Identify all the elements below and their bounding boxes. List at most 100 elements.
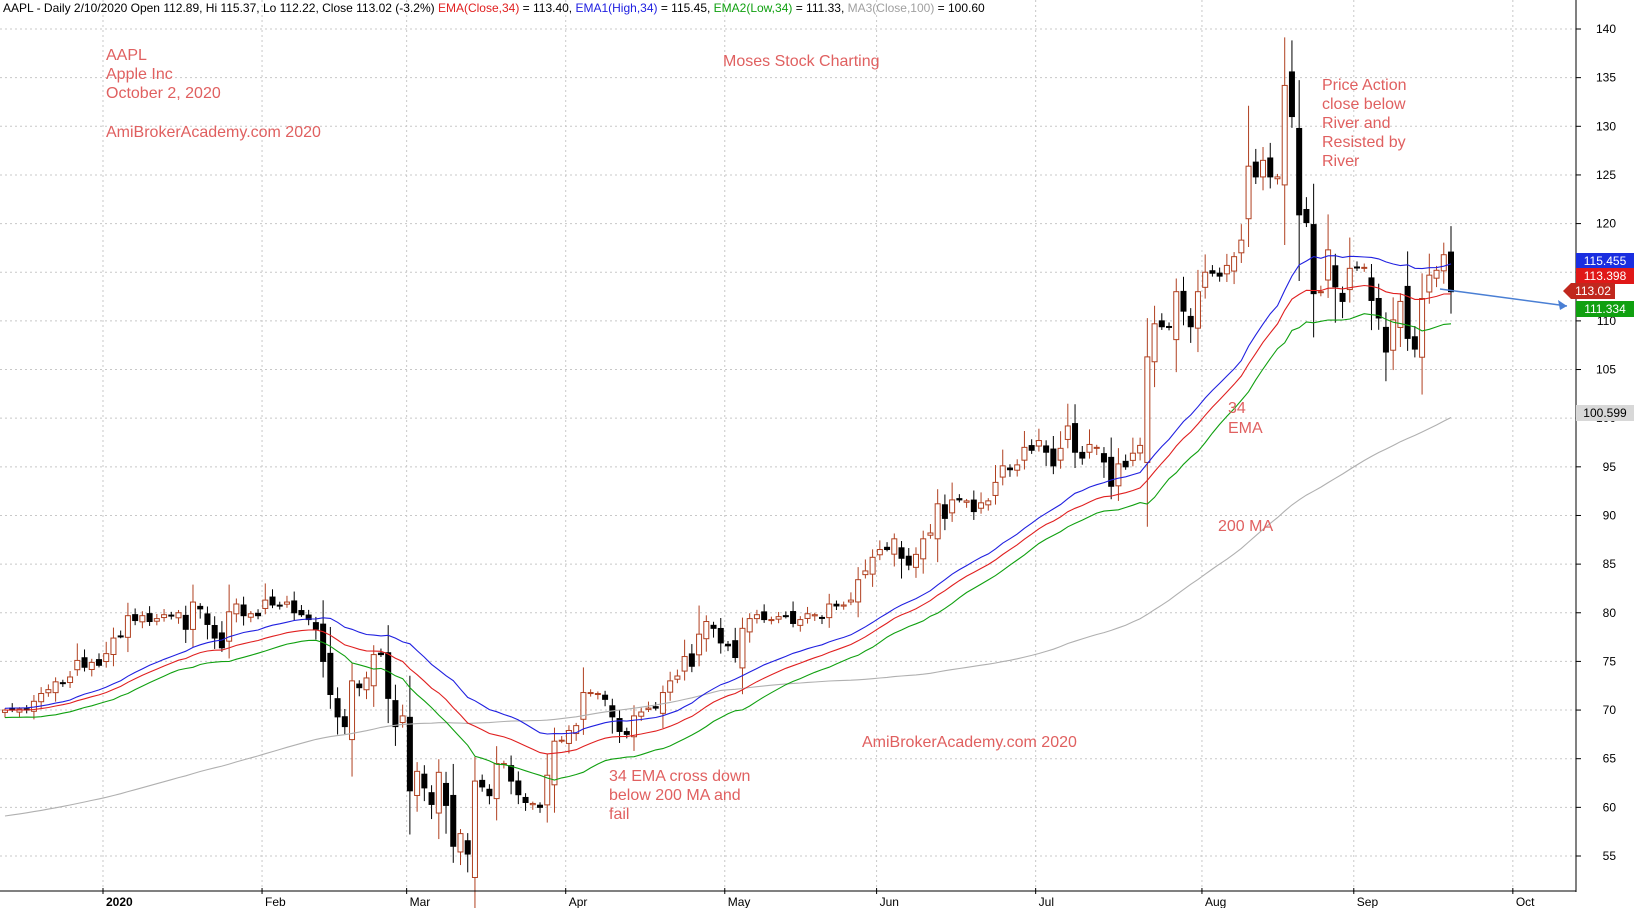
- y-tick-label: 90: [1603, 508, 1617, 522]
- candle-body: [645, 707, 652, 710]
- value-tag-text: 113.398: [1584, 269, 1627, 283]
- cross-note-line-3: fail: [609, 806, 629, 823]
- candle-body: [435, 771, 442, 814]
- candle-body: [992, 481, 999, 496]
- value-tag-bg: [1576, 405, 1634, 421]
- value-tag: 111.334: [1576, 301, 1634, 317]
- candle-body: [869, 556, 876, 575]
- candle-body: [298, 610, 305, 616]
- candle-body: [81, 657, 88, 668]
- candle-body: [255, 612, 262, 617]
- candle-body: [558, 739, 565, 742]
- value-tag-text: 111.334: [1584, 302, 1626, 316]
- candle-body: [1064, 425, 1071, 440]
- company-label: Apple Inc: [106, 66, 173, 83]
- cross-note-line-1: 34 EMA cross down: [609, 768, 750, 785]
- candle-body: [334, 698, 341, 718]
- candle-body: [594, 693, 601, 696]
- value-tag-bg: [1576, 301, 1634, 317]
- candle-body: [941, 504, 948, 519]
- candle-body: [811, 614, 818, 617]
- candle-body: [1332, 265, 1339, 288]
- candle-body: [1151, 323, 1158, 363]
- candle-body: [414, 770, 421, 796]
- price-action-line-4: Resisted by: [1322, 134, 1406, 151]
- candle-body: [1035, 440, 1042, 447]
- candle-body: [696, 633, 703, 656]
- header-part: AAPL - Daily 2/10/2020 Open 112.89, Hi 1…: [3, 1, 438, 15]
- ema-close-line: [5, 284, 1452, 755]
- candle-body: [67, 676, 74, 684]
- candle-body: [1296, 127, 1303, 216]
- candle-body: [363, 677, 370, 691]
- y-tick-label: 75: [1603, 654, 1617, 668]
- candle-body: [1173, 291, 1180, 341]
- ma-label: 200 MA: [1218, 518, 1273, 535]
- candle-body: [891, 538, 898, 555]
- candle-body: [1426, 274, 1433, 293]
- candle-body: [876, 549, 883, 556]
- candle-body: [1346, 267, 1353, 291]
- candle-body: [1108, 456, 1115, 487]
- candle-body: [124, 615, 131, 638]
- candle-body: [38, 693, 45, 703]
- candle-body: [1397, 300, 1404, 328]
- chart-header: AAPL - Daily 2/10/2020 Open 112.89, Hi 1…: [3, 1, 985, 15]
- candle-body: [211, 625, 218, 639]
- candle-body: [52, 681, 59, 694]
- candle-body: [312, 622, 319, 630]
- candle-body: [197, 605, 204, 610]
- candle-body: [1267, 157, 1274, 178]
- candle-body: [1050, 448, 1057, 467]
- candle-body: [240, 604, 247, 617]
- candle-body: [544, 774, 551, 806]
- x-tick-label: Feb: [265, 895, 286, 908]
- candle-body: [283, 601, 290, 605]
- date-label: October 2, 2020: [106, 85, 221, 102]
- candle-body: [725, 643, 731, 647]
- header-part: = 111.33,: [792, 1, 847, 15]
- candle-body: [464, 840, 471, 855]
- candle-body: [1216, 272, 1223, 277]
- value-tag: 115.455: [1576, 253, 1634, 269]
- y-tick-label: 70: [1603, 703, 1617, 717]
- candle-body: [1021, 446, 1028, 461]
- candle-body: [1339, 292, 1346, 302]
- candle-body: [710, 624, 717, 629]
- y-tick-label: 120: [1596, 217, 1616, 231]
- candle-body: [746, 618, 753, 633]
- header-part: MA3(Close,100): [848, 1, 935, 15]
- candle-body: [920, 538, 927, 560]
- candle-body: [934, 503, 941, 540]
- candle-body: [761, 611, 768, 621]
- candle-body: [840, 604, 847, 607]
- candle-body: [1252, 161, 1259, 178]
- candle-body: [529, 802, 536, 806]
- candle-body: [652, 706, 659, 709]
- site-label-top: AmiBrokerAcademy.com 2020: [106, 124, 321, 141]
- y-tick-label: 125: [1596, 168, 1616, 182]
- candle-body: [717, 627, 724, 644]
- y-tick-label: 110: [1597, 314, 1616, 328]
- candle-body: [161, 614, 168, 619]
- candle-body: [1448, 251, 1454, 293]
- value-tag: 100.599: [1576, 405, 1634, 421]
- candle-body: [905, 555, 912, 566]
- candle-body: [269, 596, 276, 606]
- candle-body: [428, 792, 435, 805]
- site-label-bottom: AmiBrokerAcademy.com 2020: [862, 734, 1077, 751]
- value-tag-text: 115.455: [1584, 254, 1627, 268]
- candle-body: [1419, 298, 1426, 358]
- y-tick-label: 55: [1603, 849, 1617, 863]
- candle-body: [204, 613, 211, 625]
- value-tag-bg: [1576, 268, 1634, 284]
- candle-body: [1317, 291, 1324, 294]
- candle-body: [580, 692, 587, 720]
- x-tick-label: Jun: [880, 895, 899, 908]
- candle-body: [1440, 254, 1447, 272]
- x-tick-label: Oct: [1516, 895, 1535, 908]
- value-tag-bg: [1576, 253, 1634, 269]
- candle-body: [370, 654, 377, 687]
- candle-body: [189, 601, 196, 630]
- candle-body: [1122, 460, 1129, 468]
